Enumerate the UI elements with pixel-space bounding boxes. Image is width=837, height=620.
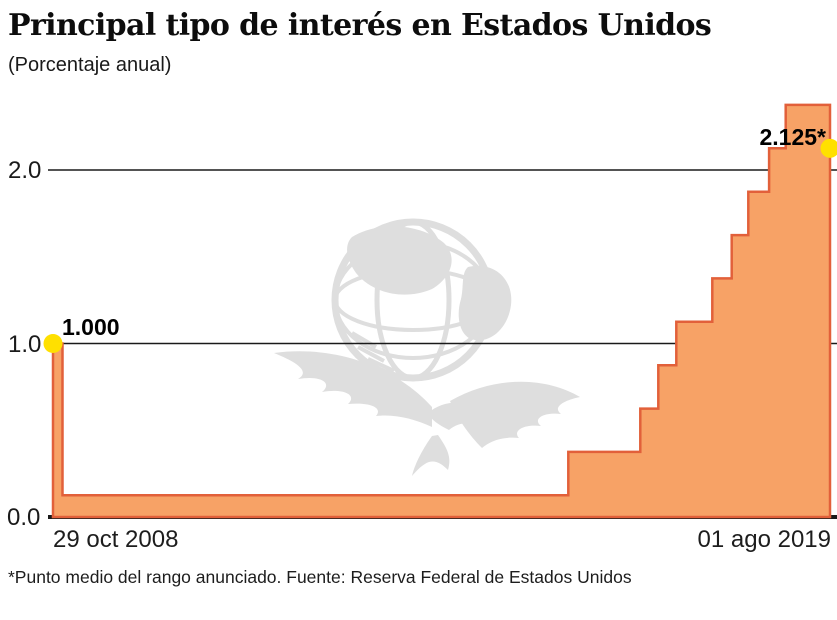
x-start-date-label: 29 oct 2008: [53, 526, 178, 553]
start-marker-dot: [43, 334, 63, 353]
watermark-eagle-beak: [470, 406, 486, 418]
watermark-eagle-tail: [412, 435, 450, 476]
watermark-continent-shape: [347, 226, 452, 295]
watermark-eagle-right-wing: [450, 381, 580, 448]
y-tick-0.0: 0.0: [7, 504, 40, 531]
end-value-label: 2.125*: [759, 124, 826, 150]
end-marker-dot: [820, 138, 837, 158]
y-tick-1.0: 1.0: [8, 331, 41, 358]
chart-unit-subtitle: (Porcentaje anual): [8, 54, 172, 76]
source-footnote: *Punto medio del rango anunciado. Fuente…: [8, 567, 632, 587]
watermark-continent-shape: [458, 265, 512, 341]
chart-title: Principal tipo de interés en Estados Uni…: [8, 8, 712, 43]
rate-step-area-series: [51, 103, 832, 519]
watermark-hatching: [350, 331, 395, 373]
watermark-eagle-left-wing: [274, 351, 432, 427]
x-end-date-label: 01 ago 2019: [698, 526, 831, 553]
y-tick-2.0: 2.0: [8, 157, 41, 184]
interest-rate-step-chart: 2.0 1.0 0.0 1.000 2.125* 29 oct 2008 01 …: [7, 103, 837, 553]
start-value-label: 1.000: [62, 314, 120, 340]
watermark-eagle-body: [428, 402, 484, 430]
afp-globe-eagle-watermark: [274, 218, 580, 476]
